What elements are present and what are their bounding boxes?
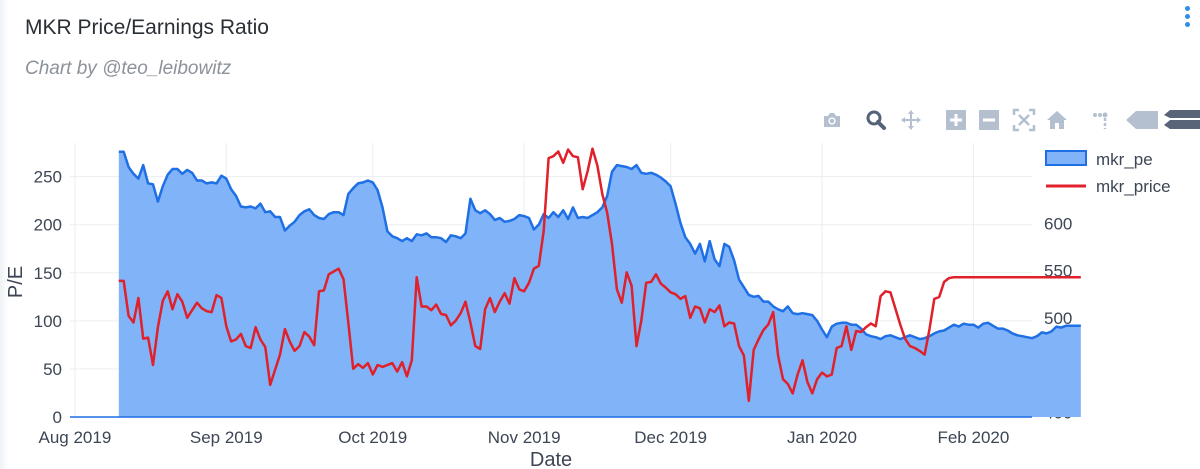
y2-tick-label: 500 [1044,309,1072,328]
pan-icon[interactable] [897,106,925,134]
chart-title: MKR Price/Earnings Ratio [25,16,269,39]
spike-lines-icon[interactable] [1086,106,1114,134]
mkr-pe-area [118,151,1081,417]
legend-swatch-mkr-pe [1045,150,1087,166]
zoom-out-icon[interactable] [975,106,1003,134]
hover-compare-icon[interactable] [1162,106,1200,134]
mkr-price-line [118,147,1081,403]
x-tick-label: Oct 2019 [338,428,407,447]
y-tick-label: 200 [34,216,62,235]
reset-axes-icon[interactable] [1043,106,1071,134]
x-tick-label: Aug 2019 [38,428,111,447]
x-tick-label: Jan 2020 [787,428,857,447]
x-tick-label: Nov 2019 [488,428,561,447]
zoom-icon[interactable] [862,106,890,134]
legend-label-mkr-price: mkr_price [1096,177,1171,196]
mkr-pe-line [118,150,1081,341]
x-tick-label: Sep 2019 [190,428,263,447]
autoscale-icon[interactable] [1010,106,1038,134]
card-edge [0,0,8,469]
more-menu-icon[interactable] [1180,4,1194,34]
y2-tick-label: 550 [1044,262,1072,281]
x-tick-label: Dec 2019 [634,428,707,447]
y2-tick-label: 600 [1044,214,1072,233]
x-tick-label: Feb 2020 [937,428,1009,447]
y-tick-label: 150 [34,264,62,283]
y-tick-label: 50 [43,360,62,379]
camera-icon[interactable] [818,106,846,134]
y-tick-label: 100 [34,312,62,331]
x-axis-title: Date [530,449,572,469]
y-tick-label: 250 [34,168,62,187]
zoom-in-icon[interactable] [942,106,970,134]
y-tick-label: 0 [53,408,62,427]
chart-subtitle: Chart by @teo_leibowitz [25,58,232,79]
hover-closest-icon[interactable] [1124,106,1160,134]
legend-label-mkr-pe: mkr_pe [1096,150,1153,169]
y-axis-title: P/E [5,266,27,298]
